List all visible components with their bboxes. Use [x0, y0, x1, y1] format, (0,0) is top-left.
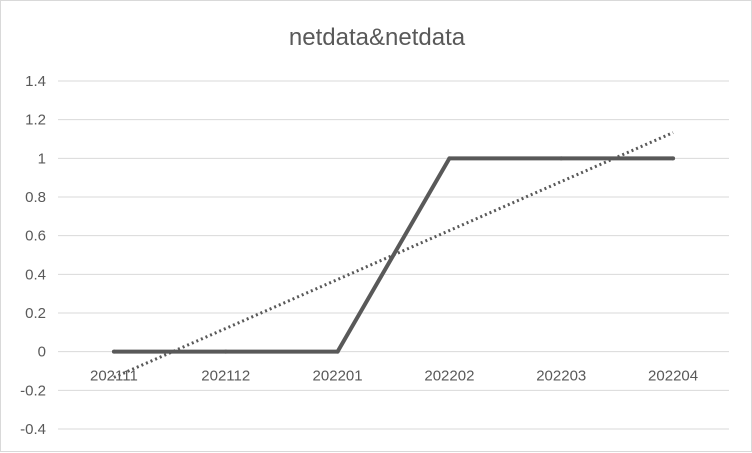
y-tick-label: -0.4 — [20, 421, 46, 438]
data-point — [223, 349, 228, 354]
y-tick-label: -0.2 — [20, 382, 46, 399]
y-tick-label: 0 — [38, 344, 46, 361]
series-line — [113, 156, 674, 354]
y-tick-label: 1 — [38, 150, 46, 167]
y-tick-label: 0.8 — [25, 189, 46, 206]
chart-title: netdata&netdata — [289, 24, 466, 51]
y-tick-label: 1.4 — [25, 73, 46, 90]
y-tick-label: 0.4 — [25, 266, 46, 283]
y-tick-label: 0.6 — [25, 228, 46, 245]
data-point — [335, 349, 340, 354]
x-axis-labels: 202111 202112 202201 202202 202203 202204 — [90, 368, 698, 385]
x-tick-label: 202203 — [536, 368, 586, 385]
data-point — [559, 156, 564, 161]
x-tick-label: 202202 — [424, 368, 474, 385]
y-tick-label: 1.2 — [25, 112, 46, 129]
data-point — [447, 156, 452, 161]
data-point — [111, 349, 116, 354]
y-tick-label: 0.2 — [25, 305, 46, 322]
x-tick-label: 202204 — [648, 368, 698, 385]
data-point — [671, 156, 676, 161]
y-axis-labels: -0.4 -0.2 0 0.2 0.4 0.6 0.8 1 1.2 1.4 — [20, 73, 46, 438]
x-tick-label: 202201 — [313, 368, 363, 385]
series-group — [111, 131, 676, 379]
x-tick-label: 202112 — [201, 368, 250, 385]
